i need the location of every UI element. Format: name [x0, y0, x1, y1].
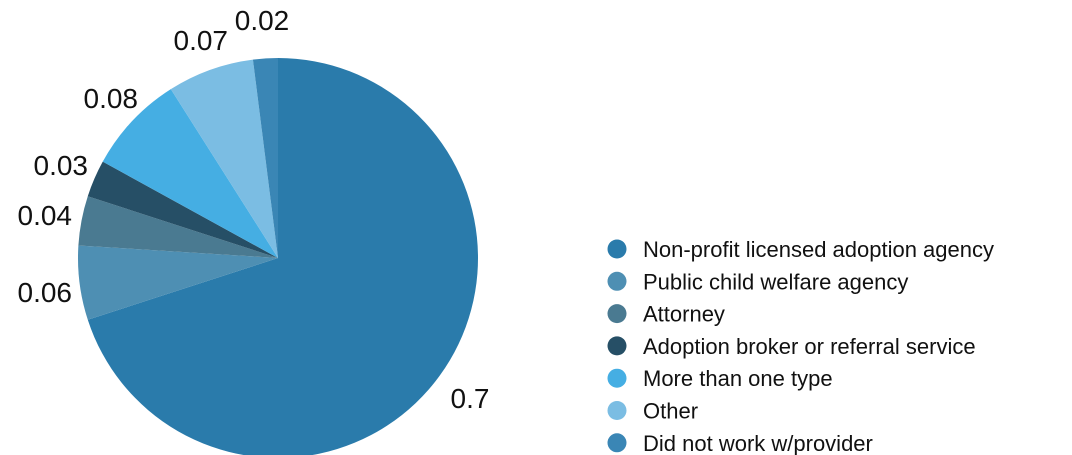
legend: Non-profit licensed adoption agency Publi… [607, 237, 994, 455]
legend-label-6: Other [643, 399, 698, 424]
pie-slice-3 [78, 196, 278, 258]
legend-marker-7 [607, 433, 627, 453]
data-label-3: 0.04 [18, 200, 73, 231]
legend-label-3: Attorney [643, 302, 725, 327]
legend-label-4: Adoption broker or referral service [643, 334, 976, 359]
pie-slice-1 [87, 58, 478, 455]
legend-marker-3 [607, 304, 627, 324]
legend-marker-5 [607, 368, 627, 388]
data-label-5: 0.08 [84, 83, 139, 114]
legend-marker-2 [607, 271, 627, 291]
legend-label-7: Did not work w/provider [643, 431, 873, 455]
pie-slice-7 [252, 58, 278, 258]
legend-marker-6 [607, 401, 627, 420]
pie-slice-6 [170, 59, 278, 258]
data-label-4: 0.03 [34, 150, 89, 181]
legend-label-5: More than one type [643, 366, 833, 391]
pie-slices [77, 58, 478, 455]
pie-slice-5 [102, 89, 279, 258]
legend-marker-4 [607, 336, 627, 356]
data-label-7: 0.02 [235, 5, 290, 36]
data-label-6: 0.07 [174, 25, 229, 56]
data-label-1: 0.7 [451, 383, 490, 414]
pie-data-labels: 0.7 0.06 0.04 0.03 0.08 0.070.02 [18, 5, 490, 414]
pie-slice-4 [87, 161, 278, 258]
data-label-2: 0.06 [18, 277, 73, 308]
legend-label-1: Non-profit licensed adoption agency [643, 237, 994, 262]
legend-label-2: Public child welfare agency [643, 269, 908, 294]
pie-slice-2 [77, 245, 278, 320]
legend-marker-1 [607, 239, 627, 259]
